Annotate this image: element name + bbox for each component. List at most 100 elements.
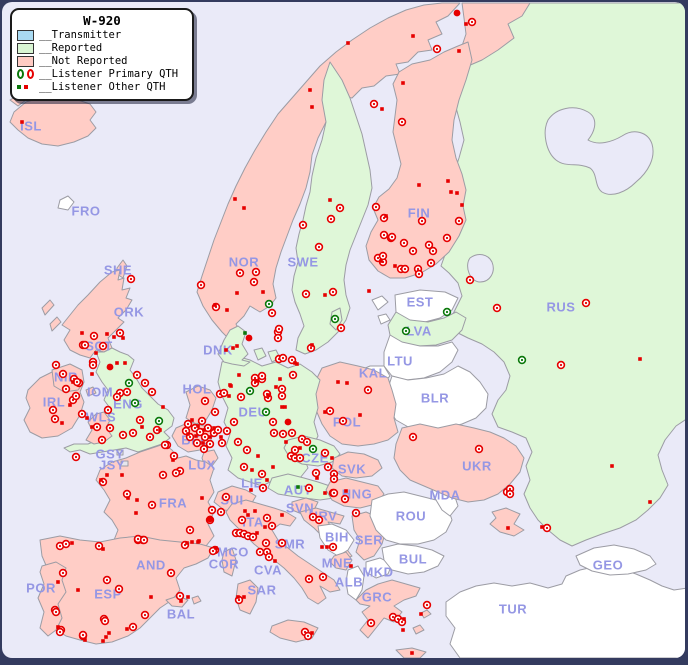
country-label-JSY: JSY [99, 458, 125, 473]
country-shape-TUR [445, 565, 685, 658]
legend-swatch [17, 29, 34, 41]
country-label-ESP: ESP [94, 587, 122, 602]
island-corsica [221, 547, 237, 577]
country-label-AUT: AUT [284, 483, 312, 498]
country-label-MKD: MKD [362, 565, 393, 580]
island-zealand [253, 347, 267, 361]
country-label-BIH: BIH [325, 530, 349, 545]
country-label-ROU: ROU [396, 509, 426, 524]
legend-title: W-920 [83, 13, 121, 28]
country-label-DEU: DEU [239, 405, 268, 420]
country-shape-MNE [329, 551, 353, 571]
country-label-CVA: CVA [254, 563, 282, 578]
country-label-ALB: ALB [335, 575, 363, 590]
island-hebrides-2 [49, 316, 62, 332]
country-shape-BLR [385, 365, 489, 431]
island-hiiumaa [377, 313, 391, 325]
legend-item-label: __Listener Other QTH [39, 81, 166, 93]
country-label-GRC: GRC [362, 590, 393, 605]
legend-marker-glyph [24, 85, 28, 89]
legend-rows: __Transmitter __Reported __Not Reported __L… [17, 29, 187, 93]
country-label-BAL: BAL [167, 607, 195, 622]
legend-marker-glyph [17, 69, 24, 79]
country-shape-SCT [61, 269, 133, 359]
country-shape-ALB [345, 565, 365, 601]
country-shape-NOR [196, 2, 461, 343]
country-label-NOR: NOR [229, 255, 260, 270]
country-label-FRO: FRO [72, 204, 101, 219]
country-label-POR: POR [26, 581, 56, 596]
legend-item-label: __Transmitter [39, 29, 122, 41]
country-label-SAR: SAR [248, 583, 277, 598]
island-aegean-1 [412, 624, 425, 635]
country-label-SER: SER [355, 533, 383, 548]
country-label-SVN: SVN [286, 501, 314, 516]
legend-item-label: __Not Reported [39, 55, 128, 67]
legend: W-920 __Transmitter __Reported __Not Repor… [10, 8, 194, 101]
island-aegean-2 [420, 609, 432, 619]
country-label-KAL: KAL [359, 366, 387, 381]
legend-item-label: __Listener Primary QTH [39, 68, 179, 80]
country-label-HOL: HOL [183, 382, 212, 397]
country-label-SWE: SWE [287, 255, 318, 270]
country-label-LIE: LIE [241, 476, 263, 491]
country-label-LVA: LVA [406, 324, 432, 339]
country-shape-UKR [393, 423, 525, 503]
country-label-SVK: SVK [338, 462, 366, 477]
country-label-FRA: FRA [159, 496, 187, 511]
country-label-ORK: ORK [114, 305, 145, 320]
country-label-BLR: BLR [421, 391, 449, 406]
listener-square-icon [17, 85, 34, 89]
country-label-MCO: MCO [217, 545, 249, 560]
country-label-FIN: FIN [408, 206, 430, 221]
country-shape-GEO [575, 544, 657, 576]
country-shape-SWE [291, 61, 373, 355]
legend-item-0: __Transmitter [17, 29, 187, 41]
island-guernsey [116, 449, 124, 456]
country-label-LTU: LTU [387, 354, 413, 369]
country-label-BUL: BUL [399, 552, 427, 567]
island-hebrides-1 [41, 299, 55, 316]
legend-item-1: __Reported [17, 42, 187, 54]
listener-markers [20, 9, 652, 655]
legend-marker-glyph [17, 85, 21, 89]
white-sea [544, 107, 654, 195]
country-label-UKR: UKR [462, 459, 492, 474]
country-label-GEO: GEO [593, 558, 623, 573]
legend-item-2: __Not Reported [17, 55, 187, 67]
country-shape-kola [459, 2, 531, 67]
country-label-MDA: MDA [429, 488, 460, 503]
country-shape-ROU [369, 491, 453, 545]
country-label-IRL: IRL [43, 395, 65, 410]
island-man [85, 386, 97, 397]
country-label-COR: COR [209, 557, 240, 572]
country-shape-BUL [381, 543, 445, 575]
legend-marker-glyph [27, 69, 34, 79]
country-shape-HOL [185, 385, 217, 425]
country-label-TUR: TUR [499, 602, 527, 617]
country-label-ITA: ITA [242, 515, 264, 530]
country-shape-DNK [217, 325, 251, 367]
island-jersey [120, 460, 129, 467]
island-faroe [57, 195, 75, 211]
legend-swatch [17, 42, 34, 54]
listener-circle-icon [17, 69, 34, 79]
country-shape-FIN [365, 41, 473, 279]
country-label-EST: EST [407, 295, 434, 310]
legend-item-label: __Reported [39, 42, 103, 54]
country-label-SHE: SHE [104, 263, 132, 278]
country-label-LUX: LUX [188, 458, 216, 473]
peninsula-crimea [489, 507, 525, 537]
legend-item-3: __Listener Primary QTH [17, 68, 187, 80]
country-label-SCT: SCT [85, 339, 113, 354]
legend-swatch [17, 55, 34, 67]
legend-item-4: __Listener Other QTH [17, 81, 187, 93]
island-saaremaa [371, 295, 389, 311]
island-menorca [191, 595, 202, 605]
country-label-AND: AND [136, 558, 166, 573]
country-shape-MKD [365, 557, 393, 579]
country-label-ISL: ISL [20, 119, 42, 134]
